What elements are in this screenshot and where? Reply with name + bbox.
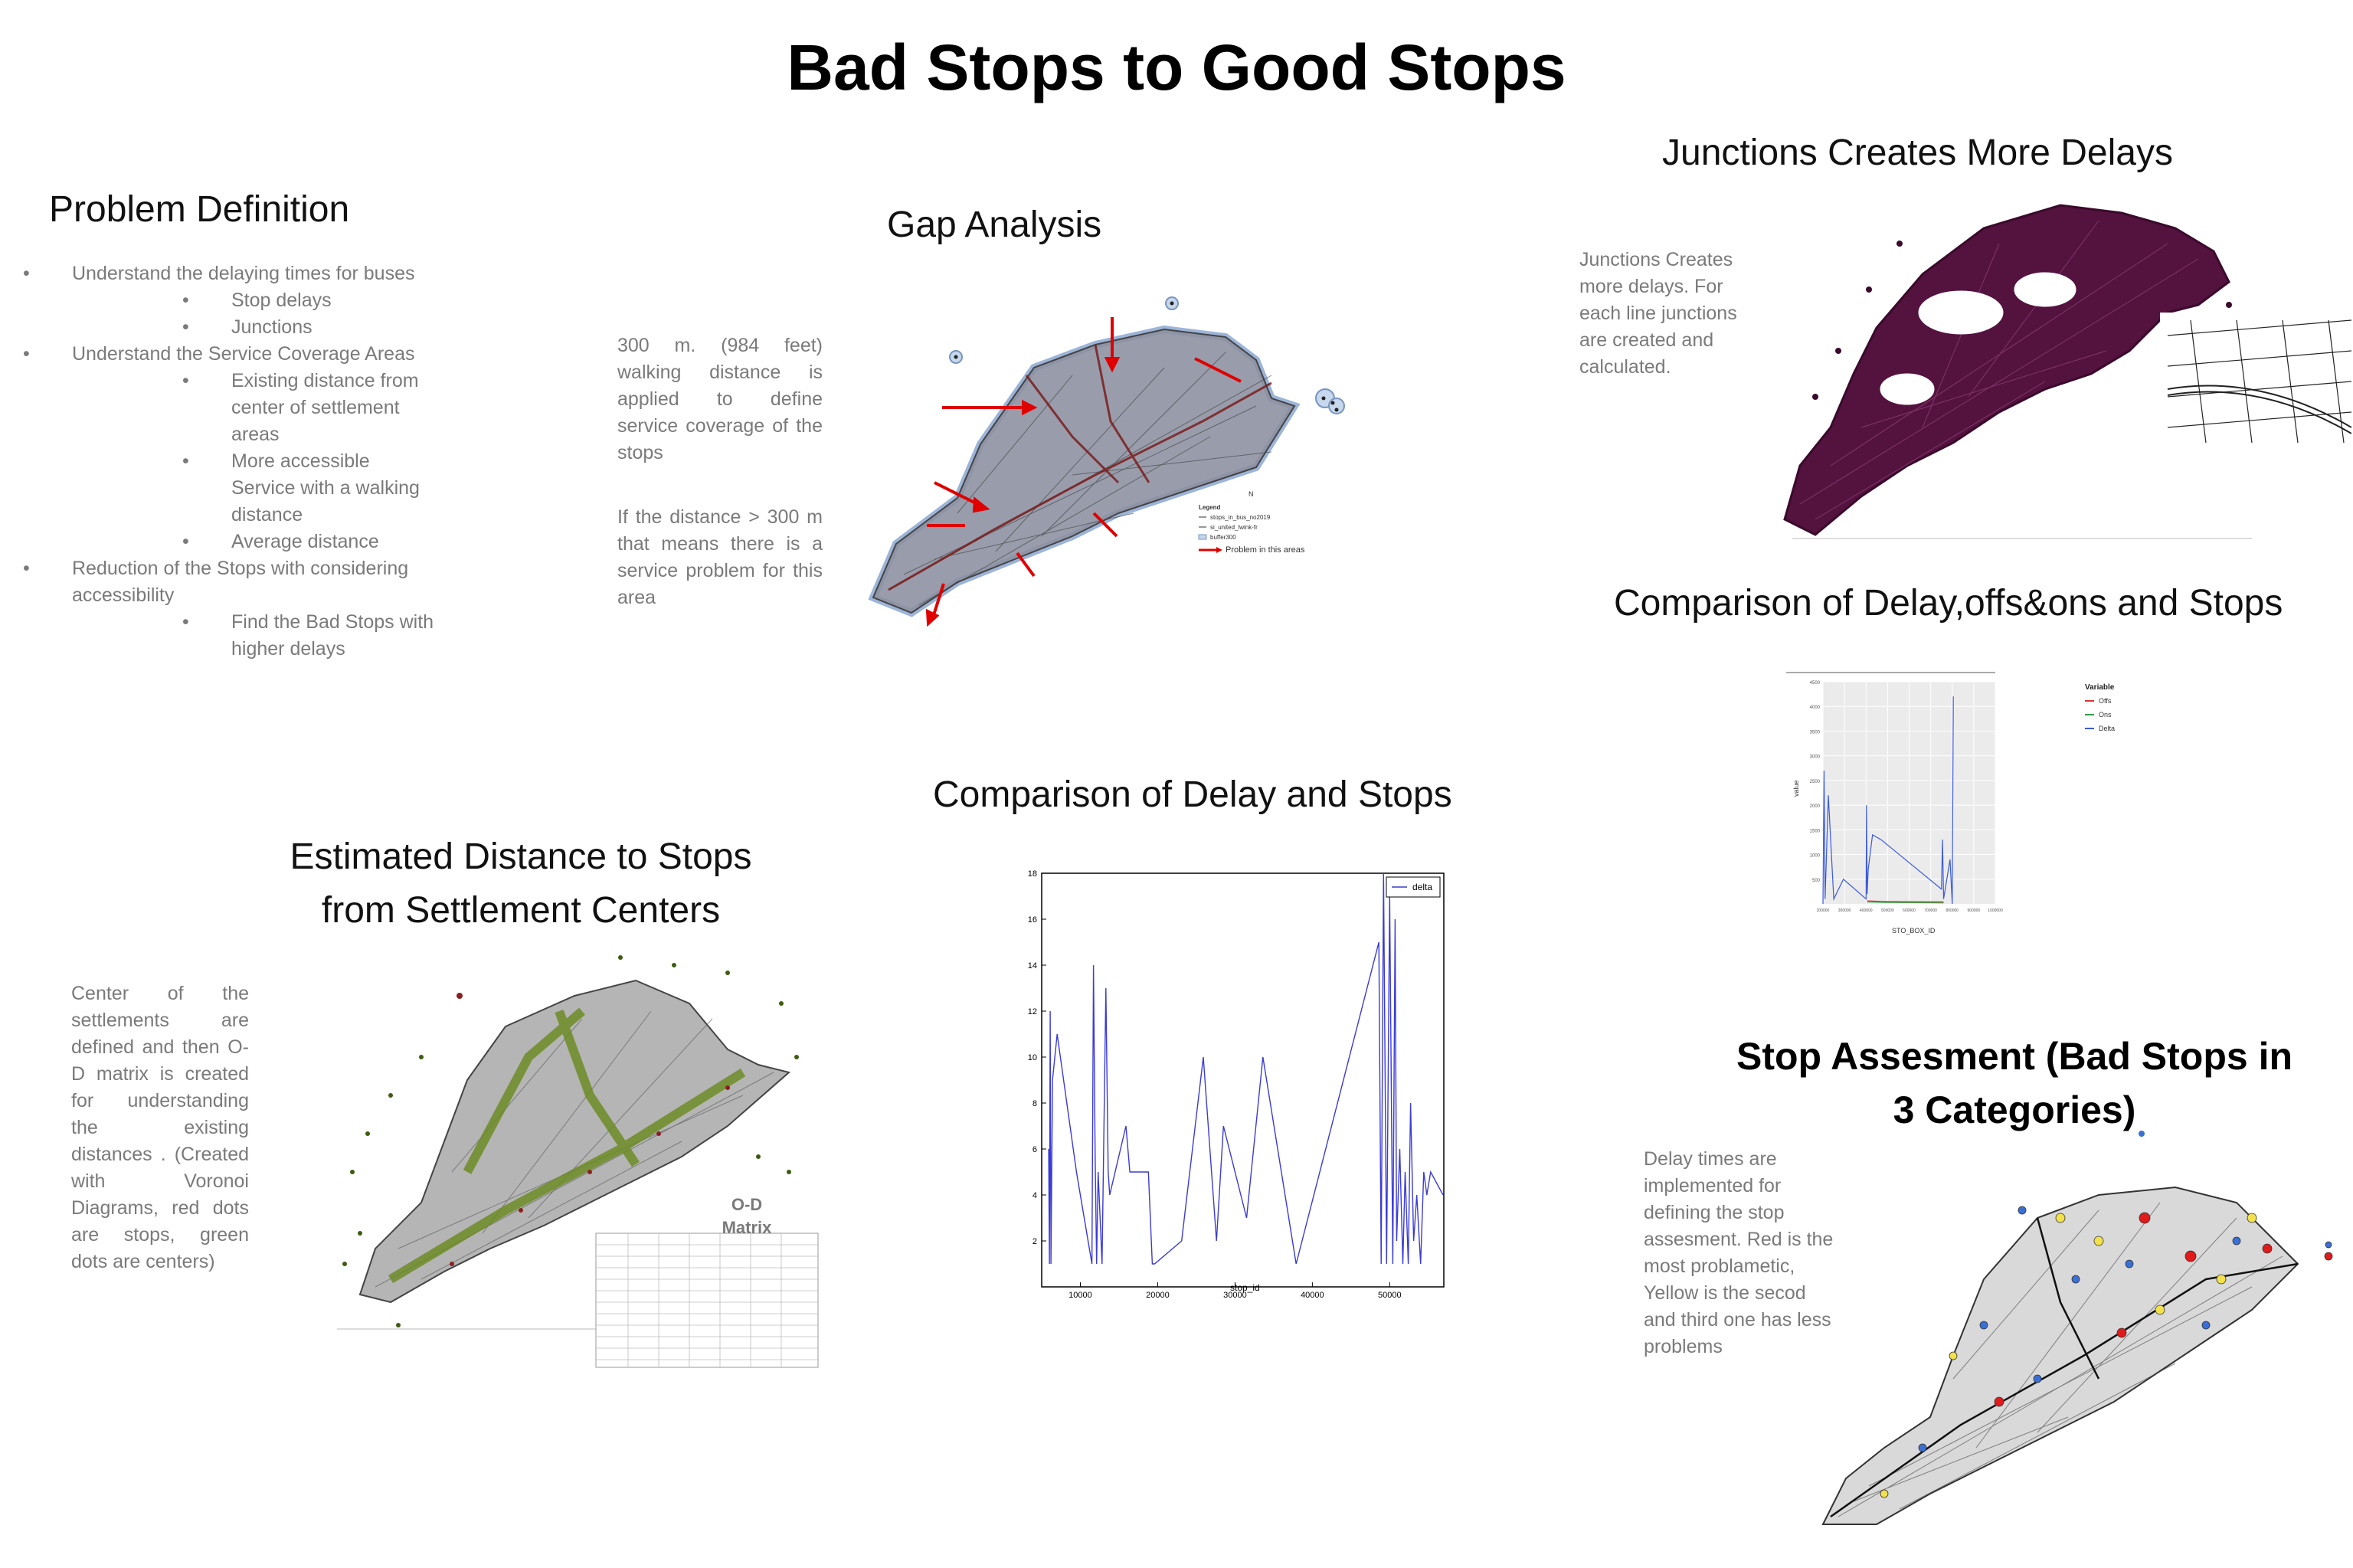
x-tick-label: 20000: [1146, 1291, 1170, 1300]
problem-item: Understand the delaying times for buses: [23, 260, 437, 287]
y-tick-label: 16: [1028, 915, 1037, 925]
offs-y-tick-label: 4500: [1810, 681, 1821, 686]
delay-chart-heading: Comparison of Delay and Stops: [933, 774, 1452, 815]
gap-legend-title: Legend: [1199, 504, 1221, 511]
gap-analysis-map: Legend stops_in_bus_no2019 si_united_lwi…: [868, 296, 1345, 627]
gap-analysis-heading: Gap Analysis: [887, 205, 1102, 245]
offs-y-tick-label: 3000: [1810, 755, 1821, 760]
problem-item: Reduction of the Stops with considering …: [23, 555, 437, 609]
offs-legend-label: Ons: [2099, 711, 2112, 719]
y-tick-label: 10: [1028, 1053, 1037, 1062]
north-arrow-icon: N: [1248, 490, 1254, 498]
offs-legend-title: Variable: [2085, 683, 2115, 692]
gap-legend-entry-0: stops_in_bus_no2019: [1210, 514, 1271, 521]
gap-legend-entry-2: buffer300: [1210, 534, 1236, 541]
problem-item: More accessible Service with a walking d…: [23, 448, 437, 529]
offs-x-tick-label: 1000000: [1988, 908, 2003, 913]
stop-assessment-map: [1821, 1186, 2333, 1525]
delay-xlabel: stop_id: [1230, 1282, 1260, 1293]
offs-y-tick-label: 1000: [1810, 854, 1821, 859]
settlement-voronoi-map: O-D Matrix: [337, 955, 819, 1368]
offs-legend-label: Delta: [2099, 725, 2115, 732]
estimated-heading: Estimated Distance to Stops from Settlem…: [214, 830, 827, 938]
estimated-heading-line1: Estimated Distance to Stops: [290, 836, 752, 877]
offs-y-tick-label: 500: [1812, 879, 1821, 883]
x-tick-label: 30000: [1223, 1291, 1247, 1300]
y-tick-label: 12: [1028, 1007, 1037, 1016]
problem-item: Stop delays: [23, 287, 437, 314]
offs-y-tick-label: 3500: [1810, 730, 1821, 735]
delay-plot-area: [1041, 872, 1445, 1288]
offs-x-tick-label: 500000: [1881, 908, 1894, 913]
junctions-map: [1783, 204, 2351, 539]
offs-xlabel: STO_BOX_ID: [1892, 927, 1936, 935]
delay-line-chart: 10000 20000 30000 40000 5000024681012141618 …: [1028, 869, 1445, 1300]
stray-stop-dot: [2139, 1131, 2145, 1137]
offs-x-tick-label: 300000: [1838, 908, 1851, 913]
problem-item: Find the Bad Stops with higher delays: [23, 609, 437, 663]
delay-legend-label: delta: [1412, 882, 1432, 892]
offs-y-tick-label: 4000: [1810, 705, 1821, 710]
offs-x-tick-label: 800000: [1946, 908, 1959, 913]
offs-ylabel: value: [1792, 780, 1800, 797]
y-tick-label: 18: [1028, 869, 1037, 879]
problem-item: Average distance: [23, 529, 437, 555]
offs-series-offs: [1867, 900, 1944, 902]
assessment-text: Delay times are implemented for defining…: [1644, 1148, 1834, 1357]
problem-item: Understand the Service Coverage Areas: [23, 341, 437, 368]
y-tick-label: 8: [1033, 1099, 1037, 1108]
y-tick-label: 6: [1033, 1145, 1037, 1154]
junctions-heading: Junctions Creates More Delays: [1662, 133, 2173, 173]
delta-series-line: [1048, 872, 1444, 1265]
y-tick-label: 4: [1033, 1191, 1037, 1200]
od-label-line1: O-D: [731, 1195, 762, 1214]
offs-y-tick-label: 2000: [1810, 804, 1821, 809]
assessment-heading: Stop Assesment (Bad Stops in 3 Categorie…: [1708, 1030, 2321, 1137]
offs-x-tick-label: 200000: [1817, 908, 1830, 913]
problem-item: Existing distance from center of settlem…: [23, 368, 437, 448]
y-tick-label: 2: [1033, 1237, 1037, 1246]
gap-legend-problem: Problem in this areas: [1226, 545, 1305, 555]
gap-analysis-text-1: 300 m. (984 feet) walking distance is ap…: [617, 335, 823, 463]
x-tick-label: 50000: [1378, 1291, 1402, 1300]
problem-definition-heading: Problem Definition: [49, 189, 350, 230]
offs-y-tick-label: 1500: [1810, 829, 1821, 833]
od-label-line2: Matrix: [722, 1218, 773, 1237]
offs-x-tick-label: 400000: [1860, 908, 1873, 913]
offs-x-tick-label: 700000: [1924, 908, 1937, 913]
offs-ons-chart: 500 1000 1500 2000 2500 3000 3500 4000 4500 20000…: [1786, 672, 2115, 935]
offs-x-tick-label: 600000: [1903, 908, 1916, 913]
y-tick-label: 14: [1028, 961, 1037, 971]
offs-series-delta: [1822, 696, 1954, 905]
od-matrix-table: [595, 1232, 819, 1368]
problem-item: Junctions: [23, 314, 437, 341]
offs-legend-label: Offs: [2099, 697, 2112, 705]
junctions-text: Junctions Creates more delays. For each …: [1579, 249, 1737, 378]
estimated-text: Center of the settlements are defined an…: [71, 983, 249, 1272]
assessment-heading-line2: 3 Categories): [1893, 1088, 2136, 1131]
x-tick-label: 10000: [1069, 1291, 1092, 1300]
page-title: Bad Stops to Good Stops: [787, 31, 1566, 103]
comparison-offs-heading: Comparison of Delay,offs&ons and Stops: [1614, 583, 2283, 624]
problem-definition-list: Understand the delaying times for busesS…: [23, 260, 437, 663]
offs-x-tick-label: 900000: [1968, 908, 1981, 913]
x-tick-label: 40000: [1301, 1291, 1324, 1300]
gap-analysis-text-2: If the distance > 300 m that means there…: [617, 506, 823, 608]
offs-y-tick-label: 2500: [1810, 780, 1821, 784]
assessment-heading-line1: Stop Assesment (Bad Stops in: [1736, 1035, 2293, 1078]
gap-legend-entry-1: si_united_lwink-fr: [1210, 524, 1258, 531]
estimated-heading-line2: from Settlement Centers: [321, 890, 721, 931]
